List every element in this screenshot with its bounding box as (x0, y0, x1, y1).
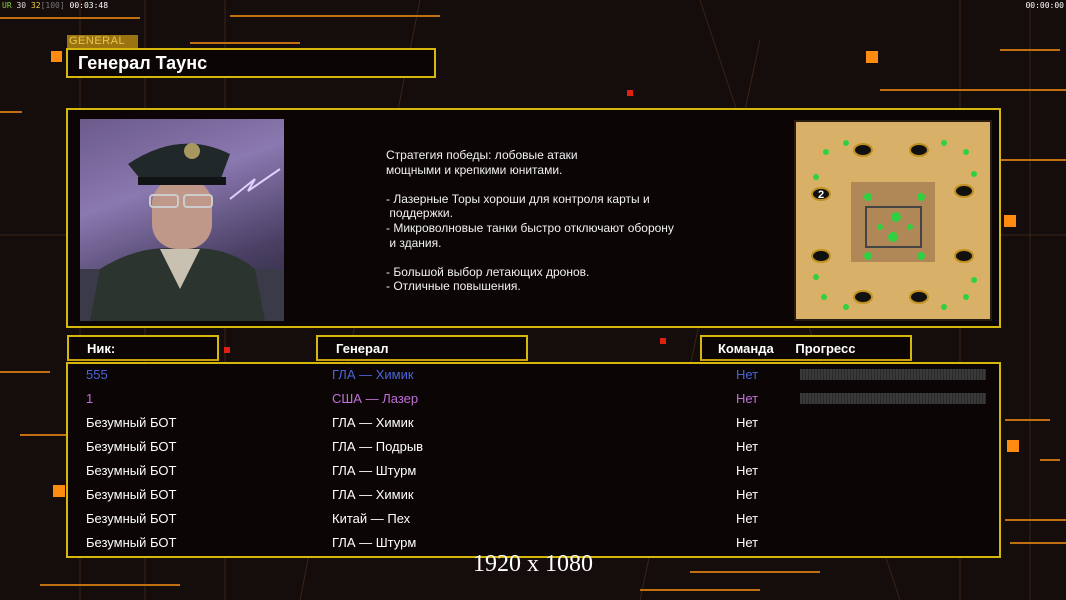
hud-stats: UR 30 32[100] 00:03:48 (2, 1, 108, 10)
player-general[interactable]: ГЛА — Подрыв (332, 439, 424, 454)
header-progress: Прогресс (795, 341, 856, 356)
player-team[interactable]: Нет (736, 535, 759, 550)
player-nick: 1 (86, 391, 94, 406)
player-nick: Безумный БОТ (86, 415, 177, 430)
player-row[interactable]: Безумный БОТ ГЛА — Штурм Нет (68, 532, 999, 556)
header-general: Генерал (316, 335, 528, 361)
players-table: 555 ГЛА — Химик Нет 1 США — Лазер Нет Безу… (66, 362, 1001, 558)
player-team[interactable]: Нет (736, 487, 759, 502)
general-name: Генерал Таунс (66, 48, 436, 78)
player-nick: Безумный БОТ (86, 439, 177, 454)
player-nick: Безумный БОТ (86, 511, 177, 526)
player-general[interactable]: США — Лазер (332, 391, 419, 406)
player-nick: Безумный БОТ (86, 487, 177, 502)
hud-ur: UR (2, 1, 12, 10)
hud-c: [100] (40, 1, 65, 10)
player-general[interactable]: ГЛА — Химик (332, 367, 414, 382)
general-portrait (80, 119, 284, 321)
header-nick: Ник: (67, 335, 219, 361)
general-info-panel: Стратегия победы: лобовые атаки мощными … (66, 108, 1001, 328)
general-portrait-image (80, 143, 284, 321)
player-progress-bar (800, 393, 986, 404)
map-preview[interactable]: 2 (794, 120, 992, 321)
player-progress-bar (800, 369, 986, 380)
player-row[interactable]: 1 США — Лазер Нет (68, 388, 999, 412)
player-team[interactable]: Нет (736, 367, 759, 382)
map-player-marker: 2 (818, 189, 824, 201)
player-nick: Безумный БОТ (86, 463, 177, 478)
player-row[interactable]: Безумный БОТ ГЛА — Штурм Нет (68, 460, 999, 484)
player-general[interactable]: ГЛА — Штурм (332, 463, 417, 478)
general-tag: GENERAL (67, 35, 138, 48)
general-description: Стратегия победы: лобовые атаки мощными … (386, 148, 674, 294)
hud-timer-right: 00:00:00 (1025, 1, 1064, 10)
player-row[interactable]: Безумный БОТ ГЛА — Химик Нет (68, 412, 999, 436)
player-row[interactable]: Безумный БОТ ГЛА — Подрыв Нет (68, 436, 999, 460)
header-team: Команда (718, 341, 774, 356)
player-row[interactable]: Безумный БОТ ГЛА — Химик Нет (68, 484, 999, 508)
player-general[interactable]: ГЛА — Химик (332, 415, 414, 430)
player-team[interactable]: Нет (736, 511, 759, 526)
hud-b: 32 (30, 1, 41, 10)
player-general[interactable]: ГЛА — Химик (332, 487, 414, 502)
player-team[interactable]: Нет (736, 463, 759, 478)
resolution-label: 1920 x 1080 (473, 551, 593, 577)
player-nick: Безумный БОТ (86, 535, 177, 550)
player-row[interactable]: Безумный БОТ Китай — Пех Нет (68, 508, 999, 532)
hud-a: 30 (16, 1, 27, 10)
player-team[interactable]: Нет (736, 391, 759, 406)
player-team[interactable]: Нет (736, 439, 759, 454)
map-image: 2 (796, 122, 990, 319)
header-team-progress: Команда Прогресс (700, 335, 912, 361)
player-team[interactable]: Нет (736, 415, 759, 430)
hud-time: 00:03:48 (69, 1, 109, 10)
player-general[interactable]: ГЛА — Штурм (332, 535, 417, 550)
player-nick: 555 (86, 367, 108, 382)
player-row[interactable]: 555 ГЛА — Химик Нет (68, 364, 999, 388)
player-general[interactable]: Китай — Пех (332, 511, 411, 526)
